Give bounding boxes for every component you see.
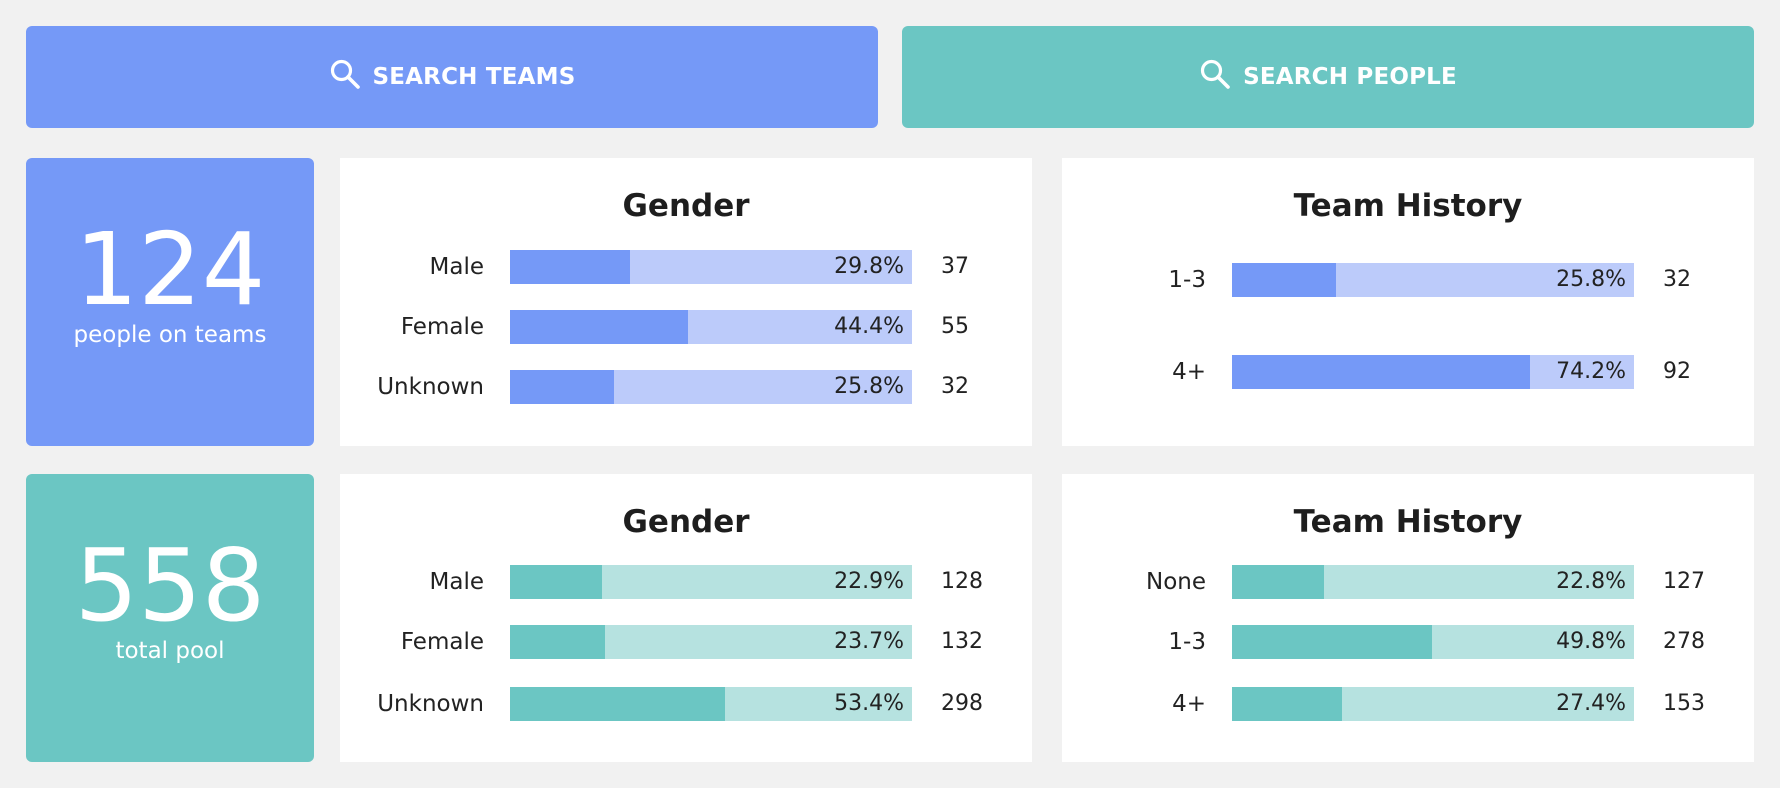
search-teams-button[interactable]: SEARCH TEAMS — [26, 26, 878, 128]
bar-percent: 49.8% — [1556, 629, 1626, 654]
bar-track: 22.8% — [1232, 565, 1634, 599]
row-count: 153 — [1663, 691, 1705, 716]
bar-fill — [510, 250, 630, 284]
pool-gender-panel: Gender Male 22.9% 128 Female 23.7% 132 U… — [340, 474, 1032, 762]
search-teams-label: SEARCH TEAMS — [372, 64, 576, 90]
bar-track: 22.9% — [510, 565, 912, 599]
history-row-4-plus: 4+ 27.4% 153 — [1062, 687, 1754, 721]
panel-title: Team History — [1293, 188, 1523, 224]
row-count: 127 — [1663, 569, 1705, 594]
gender-row-unknown: Unknown 53.4% 298 — [340, 687, 1032, 721]
gender-row-female: Female 44.4% 55 — [340, 310, 1032, 344]
pool-history-panel: Team History None 22.8% 127 1-3 49.8% 27… — [1062, 474, 1754, 762]
bar-fill — [510, 310, 689, 344]
bar-percent: 25.8% — [834, 374, 904, 399]
bar-percent: 22.9% — [834, 569, 904, 594]
row-label: 1-3 — [1168, 267, 1206, 293]
bar-percent: 27.4% — [1556, 691, 1626, 716]
bar-fill — [510, 687, 725, 721]
bar-fill — [1232, 355, 1531, 389]
bar-track: 74.2% — [1232, 355, 1634, 389]
search-icon — [329, 58, 373, 96]
bar-track: 27.4% — [1232, 687, 1634, 721]
bar-percent: 74.2% — [1556, 359, 1626, 384]
bar-track: 23.7% — [510, 625, 912, 659]
total-pool-count: 558 — [74, 527, 266, 644]
bar-track: 49.8% — [1232, 625, 1634, 659]
bar-fill — [510, 625, 606, 659]
gender-row-male: Male 22.9% 128 — [340, 565, 1032, 599]
row-label: Male — [429, 569, 484, 595]
bar-percent: 22.8% — [1556, 569, 1626, 594]
row-count: 92 — [1663, 359, 1691, 384]
history-row-4-plus: 4+ 74.2% 92 — [1062, 355, 1754, 389]
row-label: Female — [400, 314, 484, 340]
people-on-teams-card: 124 people on teams — [26, 158, 314, 446]
gender-row-female: Female 23.7% 132 — [340, 625, 1032, 659]
bar-percent: 29.8% — [834, 254, 904, 279]
history-row-none: None 22.8% 127 — [1062, 565, 1754, 599]
bar-track: 53.4% — [510, 687, 912, 721]
row-count: 278 — [1663, 629, 1705, 654]
row-count: 55 — [941, 314, 969, 339]
row-count: 37 — [941, 254, 969, 279]
bar-track: 25.8% — [510, 370, 912, 404]
history-row-1-3: 1-3 49.8% 278 — [1062, 625, 1754, 659]
bar-track: 29.8% — [510, 250, 912, 284]
bar-track: 25.8% — [1232, 263, 1634, 297]
bar-percent: 44.4% — [834, 314, 904, 339]
people-on-teams-count: 124 — [74, 211, 266, 328]
panel-title: Gender — [622, 504, 750, 540]
total-pool-card: 558 total pool — [26, 474, 314, 762]
gender-row-unknown: Unknown 25.8% 32 — [340, 370, 1032, 404]
teams-gender-panel: Gender Male 29.8% 37 Female 44.4% 55 Unk… — [340, 158, 1032, 446]
search-people-button[interactable]: SEARCH PEOPLE — [902, 26, 1754, 128]
row-label: 1-3 — [1168, 629, 1206, 655]
row-label: Unknown — [377, 374, 484, 400]
row-label: Female — [400, 629, 484, 655]
bar-fill — [1232, 687, 1343, 721]
search-people-label: SEARCH PEOPLE — [1243, 64, 1457, 90]
row-count: 32 — [1663, 267, 1691, 292]
row-count: 128 — [941, 569, 983, 594]
row-count: 298 — [941, 691, 983, 716]
bar-percent: 25.8% — [1556, 267, 1626, 292]
gender-row-male: Male 29.8% 37 — [340, 250, 1032, 284]
row-label: 4+ — [1172, 359, 1206, 385]
row-count: 132 — [941, 629, 983, 654]
teams-history-panel: Team History 1-3 25.8% 32 4+ 74.2% 92 — [1062, 158, 1754, 446]
row-label: None — [1145, 569, 1206, 595]
row-count: 32 — [941, 374, 969, 399]
bar-fill — [510, 370, 614, 404]
bar-fill — [1232, 625, 1433, 659]
search-icon — [1199, 58, 1243, 96]
people-on-teams-label: people on teams — [73, 322, 267, 348]
total-pool-label: total pool — [115, 638, 225, 664]
bar-percent: 53.4% — [834, 691, 904, 716]
bar-fill — [1232, 263, 1336, 297]
row-label: Unknown — [377, 691, 484, 717]
bar-fill — [510, 565, 603, 599]
row-label: Male — [429, 254, 484, 280]
bar-fill — [1232, 565, 1324, 599]
panel-title: Team History — [1293, 504, 1523, 540]
bar-percent: 23.7% — [834, 629, 904, 654]
bar-track: 44.4% — [510, 310, 912, 344]
row-label: 4+ — [1172, 691, 1206, 717]
history-row-1-3: 1-3 25.8% 32 — [1062, 263, 1754, 297]
panel-title: Gender — [622, 188, 750, 224]
